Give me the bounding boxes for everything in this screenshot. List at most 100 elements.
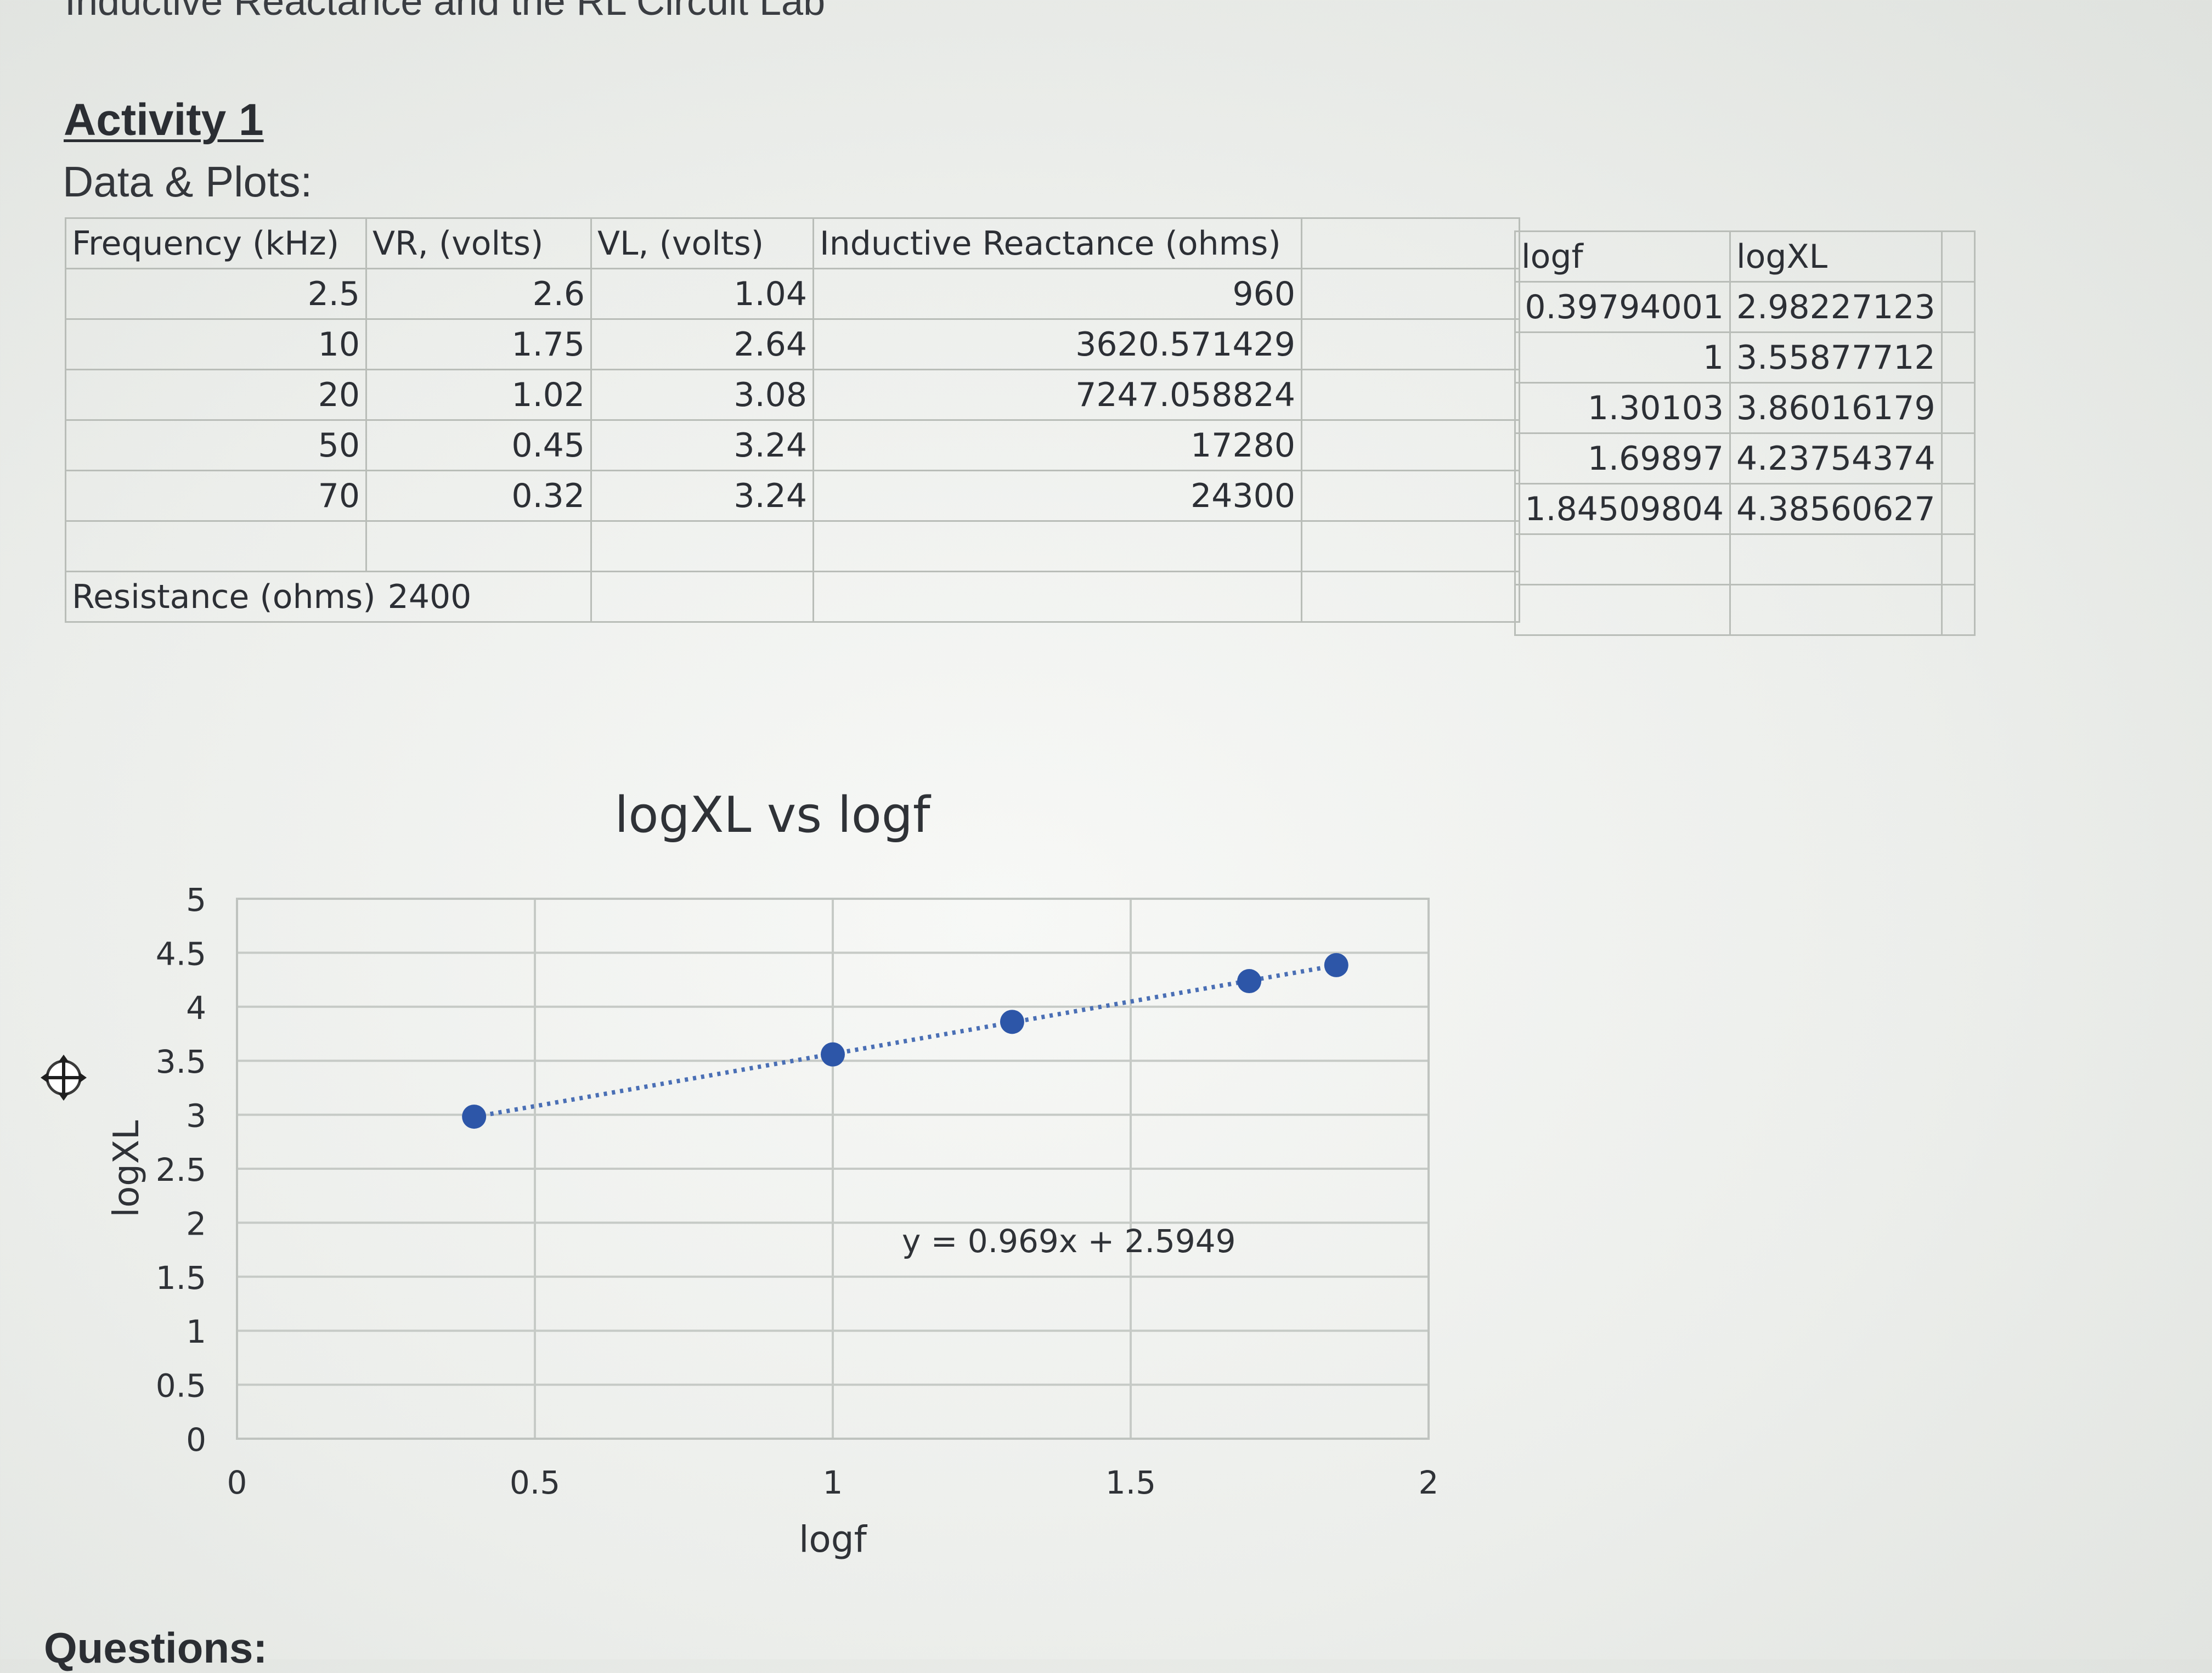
empty-cell[interactable] [1940, 230, 1976, 283]
table-header-row: Frequency (kHz) VR, (volts) VL, (volts) … [65, 217, 1520, 269]
empty-cell[interactable] [1301, 419, 1520, 471]
frequency-cell[interactable]: 50 [65, 419, 367, 471]
reactance-cell[interactable]: 3620.571429 [812, 318, 1302, 370]
empty-cell[interactable] [1301, 369, 1520, 421]
frequency-cell[interactable]: 10 [65, 318, 367, 370]
y-tick-label: 2 [186, 1205, 206, 1242]
vl-cell[interactable]: 3.24 [590, 470, 814, 522]
y-tick-label: 1 [186, 1313, 206, 1350]
data-point [1324, 953, 1348, 977]
vr-cell[interactable]: 0.45 [365, 419, 592, 471]
table-row: 1.30103 3.86016179 [1514, 382, 1976, 434]
empty-cell[interactable] [1301, 318, 1520, 370]
plot-area [236, 898, 1430, 1440]
logxl-cell[interactable]: 3.55877712 [1729, 331, 1943, 384]
header-vr[interactable]: VR, (volts) [365, 217, 592, 269]
reactance-cell[interactable]: 960 [812, 268, 1302, 320]
empty-cell[interactable] [1514, 584, 1731, 636]
logf-cell[interactable]: 1.30103 [1514, 382, 1731, 434]
questions-heading: Questions: [44, 1624, 268, 1672]
x-tick-label: 1 [823, 1464, 843, 1501]
data-point [821, 1042, 845, 1067]
header-vl[interactable]: VL, (volts) [590, 217, 814, 269]
move-handle-icon[interactable] [38, 1052, 89, 1103]
logxl-cell[interactable]: 3.86016179 [1729, 382, 1943, 434]
table-row: 1.69897 4.23754374 [1514, 432, 1976, 485]
logf-cell[interactable]: 0.39794001 [1514, 281, 1731, 333]
table-row [1514, 533, 1976, 585]
empty-cell[interactable] [1940, 432, 1976, 485]
frequency-cell[interactable]: 20 [65, 369, 367, 421]
x-tick-label: 2 [1419, 1464, 1439, 1501]
empty-cell[interactable] [1940, 483, 1976, 535]
empty-cell[interactable] [365, 520, 592, 572]
tick-labels: 0 0.5 1 1.5 2 2.5 3 3.5 4 4.5 5 0 0.5 1 1.5 2 [156, 881, 1439, 1501]
data-points [462, 953, 1348, 1129]
table-row: 0.39794001 2.98227123 [1514, 281, 1976, 333]
y-tick-label: 4.5 [156, 935, 206, 972]
empty-cell[interactable] [1301, 470, 1520, 522]
empty-cell[interactable] [1940, 584, 1976, 636]
logf-cell[interactable]: 1.69897 [1514, 432, 1731, 485]
header-logxl[interactable]: logXL [1729, 230, 1943, 283]
header-logf[interactable]: logf [1514, 230, 1731, 283]
activity-heading: Activity 1 [64, 95, 264, 145]
resistance-cell[interactable]: Resistance (ohms) 2400 [65, 571, 592, 623]
trendline-equation: y = 0.969x + 2.5949 [902, 1223, 1236, 1260]
logf-cell[interactable]: 1.84509804 [1514, 483, 1731, 535]
empty-cell[interactable] [590, 520, 814, 572]
y-tick-label: 0 [186, 1421, 206, 1458]
empty-cell[interactable] [1940, 281, 1976, 333]
empty-cell[interactable] [812, 571, 1302, 623]
table-row: 70 0.32 3.24 24300 [65, 470, 1520, 522]
section-label: Data & Plots: [63, 157, 313, 206]
empty-cell[interactable] [590, 571, 814, 623]
empty-cell[interactable] [1940, 331, 1976, 384]
vr-cell[interactable]: 2.6 [365, 268, 592, 320]
logxl-cell[interactable]: 4.38560627 [1729, 483, 1943, 535]
x-tick-label: 0 [227, 1464, 247, 1501]
table-row [65, 520, 1520, 572]
empty-cell[interactable] [1729, 584, 1943, 636]
data-point [462, 1105, 487, 1129]
vr-cell[interactable]: 1.02 [365, 369, 592, 421]
vl-cell[interactable]: 3.24 [590, 419, 814, 471]
reactance-cell[interactable]: 7247.058824 [812, 369, 1302, 421]
vr-cell[interactable]: 0.32 [365, 470, 592, 522]
empty-cell[interactable] [812, 520, 1302, 572]
y-tick-label: 3.5 [156, 1043, 206, 1080]
frequency-cell[interactable]: 70 [65, 470, 367, 522]
reactance-cell[interactable]: 17280 [812, 419, 1302, 471]
empty-cell[interactable] [1301, 520, 1520, 572]
empty-cell[interactable] [1301, 268, 1520, 320]
empty-cell[interactable] [1940, 533, 1976, 585]
empty-cell[interactable] [1514, 533, 1731, 585]
empty-cell[interactable] [1940, 382, 1976, 434]
header-frequency[interactable]: Frequency (kHz) [65, 217, 367, 269]
vl-cell[interactable]: 1.04 [590, 268, 814, 320]
frequency-cell[interactable]: 2.5 [65, 268, 367, 320]
y-tick-label: 1.5 [156, 1259, 206, 1297]
vl-cell[interactable]: 3.08 [590, 369, 814, 421]
y-tick-label: 2.5 [156, 1151, 206, 1188]
logxl-cell[interactable]: 2.98227123 [1729, 281, 1943, 333]
logf-cell[interactable]: 1 [1514, 331, 1731, 384]
table-row: 10 1.75 2.64 3620.571429 [65, 318, 1520, 370]
empty-cell[interactable] [1729, 533, 1943, 585]
document-title: Inductive Reactance and the RL Circuit L… [65, 0, 826, 24]
resistance-row: Resistance (ohms) 2400 [65, 571, 1520, 623]
header-inductive-reactance[interactable]: Inductive Reactance (ohms) [812, 217, 1302, 269]
reactance-cell[interactable]: 24300 [812, 470, 1302, 522]
empty-cell[interactable] [65, 520, 367, 572]
empty-cell[interactable] [1301, 571, 1520, 623]
y-tick-label: 5 [186, 881, 206, 919]
y-axis-label: logXL [106, 1120, 147, 1217]
vr-cell[interactable]: 1.75 [365, 318, 592, 370]
y-tick-label: 4 [186, 989, 206, 1027]
logxl-cell[interactable]: 4.23754374 [1729, 432, 1943, 485]
vl-cell[interactable]: 2.64 [590, 318, 814, 370]
measurement-table: Frequency (kHz) VR, (volts) VL, (volts) … [65, 217, 1520, 623]
log-table: logf logXL 0.39794001 2.98227123 1 3.558… [1514, 230, 1976, 636]
table-row: 20 1.02 3.08 7247.058824 [65, 369, 1520, 421]
